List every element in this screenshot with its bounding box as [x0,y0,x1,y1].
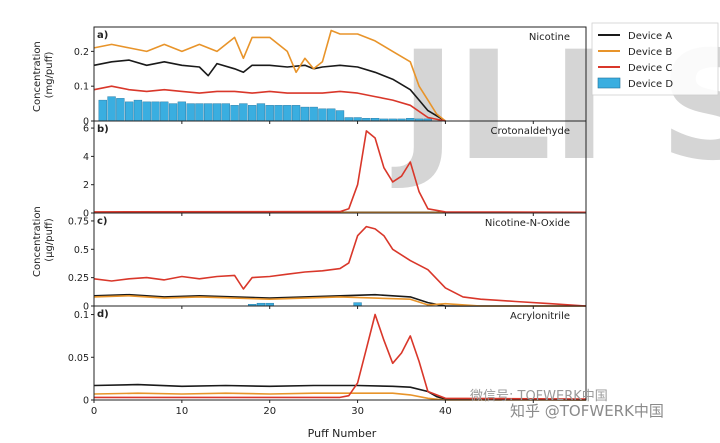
y-tick-label: 0 [83,117,89,128]
bar-device-d [212,103,222,122]
panel-frame [93,305,587,401]
bar-device-d [335,110,345,122]
x-tick-label: 0 [91,406,97,417]
bar-device-d [151,101,160,122]
bar-device-d [195,103,204,122]
x-axis-label: Puff Number [308,427,377,440]
bar-device-d [327,108,336,122]
y-tick-label: 0.5 [74,245,89,256]
bar-device-d [239,103,248,122]
x-tick-label: 10 [175,406,188,417]
y-tick-label: 0.2 [74,47,89,58]
series-line-device-b [93,392,586,401]
bar-device-d [353,302,362,307]
bar-device-d [204,103,213,122]
panel-label: a) [97,30,108,41]
bar-device-d [291,105,301,122]
y-tick-label: 2 [83,180,89,191]
panel-title: Nicotine [529,32,570,43]
y-tick-label: 0.1 [74,82,89,93]
bar-device-d [344,117,353,122]
panel-label: b) [97,124,109,135]
bar-device-d [107,96,116,122]
bar-device-d [142,101,151,122]
y-tick-label: 0.75 [68,216,89,227]
series-line-device-c [94,313,587,400]
bar-device-d [265,105,274,122]
bar-device-d [300,106,310,122]
bar-device-d [274,105,283,122]
y-tick-label: 0 [83,209,89,220]
bar-device-d [160,101,169,122]
y-axis-label-mg-line1: Concentration [32,41,43,112]
y-tick-label: 4 [83,152,89,163]
series-line-device-b [93,29,446,122]
bar-device-d [230,105,239,122]
panel-title: Acrylonitrile [510,311,570,322]
bar-device-d [168,103,178,122]
y-axis-label-ug: Concentration (μg/puff) [32,203,55,277]
bar-device-d [186,103,195,122]
panel-label: d) [97,309,109,320]
legend-label: Device C [628,63,672,74]
bar-device-d [309,106,318,122]
series-line-device-a [93,59,446,122]
panel-c: 0 0.25 0.5 0.75 c) Nicotine-N-Oxide [68,212,587,313]
bar-device-d [256,103,266,122]
series-line-device-a [93,383,587,401]
panel-d: 0 0.05 0.1 d) Acrylonitrile [68,305,587,407]
legend-label: Device D [628,79,673,90]
bar-device-d [177,101,187,122]
x-tick-label: 40 [439,406,452,417]
y-tick-label: 0.1 [74,310,89,321]
legend-swatch-device-d [597,77,621,89]
y-axis-label-ug-line1: Concentration [32,206,43,277]
series-line-device-c [93,85,446,122]
watermark-wechat: 微信号: TOFWERK中国 [470,389,608,404]
panel-label: c) [97,216,108,227]
legend-label: Device A [628,31,672,42]
legend-label: Device B [628,47,672,58]
series-line-device-c [93,225,587,307]
y-tick-label: 0.05 [68,353,89,364]
y-tick-label: 0.25 [68,273,89,284]
series-line-device-c [93,130,587,214]
legend: Device A Device B Device C Device D [591,22,719,96]
bar-device-d [133,99,143,122]
bar-device-d [221,103,230,122]
bar-device-d [116,98,125,122]
x-tick-label: 20 [263,406,276,417]
bar-device-d [98,99,107,122]
bar-device-d [353,117,362,122]
bar-device-d [318,108,327,122]
y-axis-label-ug-line2: (μg/puff) [44,218,55,262]
x-tick-label: 30 [351,406,364,417]
y-tick-label: 0 [83,302,89,313]
y-axis-label-mg: Concentration (mg/puff) [32,38,55,112]
bar-device-d [124,101,134,122]
watermark-zhihu: 知乎 @TOFWERK中国 [510,402,664,420]
y-axis-label-mg-line2: (mg/puff) [44,51,55,98]
bar-device-d [247,105,257,122]
panel-title: Nicotine-N-Oxide [485,218,570,229]
y-tick-label: 6 [83,124,89,135]
y-tick-label: 0 [83,396,89,407]
panel-title: Crotonaldehyde [490,126,570,137]
bar-device-d [283,105,292,122]
